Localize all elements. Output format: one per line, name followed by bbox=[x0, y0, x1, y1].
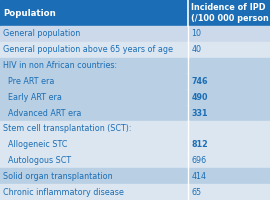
Text: Pre ART era: Pre ART era bbox=[3, 77, 54, 86]
Text: Advanced ART era: Advanced ART era bbox=[3, 108, 81, 117]
Text: Stem cell transplantation (SCT):: Stem cell transplantation (SCT): bbox=[3, 124, 131, 133]
Text: 746: 746 bbox=[192, 77, 208, 86]
Bar bbox=[0, 0, 270, 26]
Text: HIV in non African countries:: HIV in non African countries: bbox=[3, 61, 117, 70]
Text: General population above 65 years of age: General population above 65 years of age bbox=[3, 45, 173, 54]
Text: Solid organ transplantation: Solid organ transplantation bbox=[3, 172, 113, 181]
Bar bbox=[0, 73, 270, 89]
Bar bbox=[0, 58, 270, 73]
Text: 331: 331 bbox=[192, 108, 208, 117]
Text: 65: 65 bbox=[192, 188, 202, 197]
Bar bbox=[0, 26, 270, 42]
Bar bbox=[0, 42, 270, 58]
Bar bbox=[0, 89, 270, 105]
Text: 10: 10 bbox=[192, 29, 202, 38]
Bar bbox=[0, 168, 270, 184]
Bar bbox=[0, 184, 270, 200]
Bar bbox=[0, 121, 270, 137]
Text: Incidence of IPD
(/100 000 person years): Incidence of IPD (/100 000 person years) bbox=[191, 3, 270, 23]
Text: 696: 696 bbox=[192, 156, 207, 165]
Text: 414: 414 bbox=[192, 172, 207, 181]
Text: 812: 812 bbox=[192, 140, 208, 149]
Bar bbox=[0, 153, 270, 168]
Text: Early ART era: Early ART era bbox=[3, 93, 62, 102]
Text: 490: 490 bbox=[192, 93, 208, 102]
Text: Allogeneic STC: Allogeneic STC bbox=[3, 140, 68, 149]
Bar bbox=[0, 137, 270, 153]
Text: 40: 40 bbox=[192, 45, 202, 54]
Text: General population: General population bbox=[3, 29, 80, 38]
Text: Population: Population bbox=[3, 8, 56, 18]
Text: Chronic inflammatory disease: Chronic inflammatory disease bbox=[3, 188, 124, 197]
Bar bbox=[0, 105, 270, 121]
Text: Autologous SCT: Autologous SCT bbox=[3, 156, 71, 165]
